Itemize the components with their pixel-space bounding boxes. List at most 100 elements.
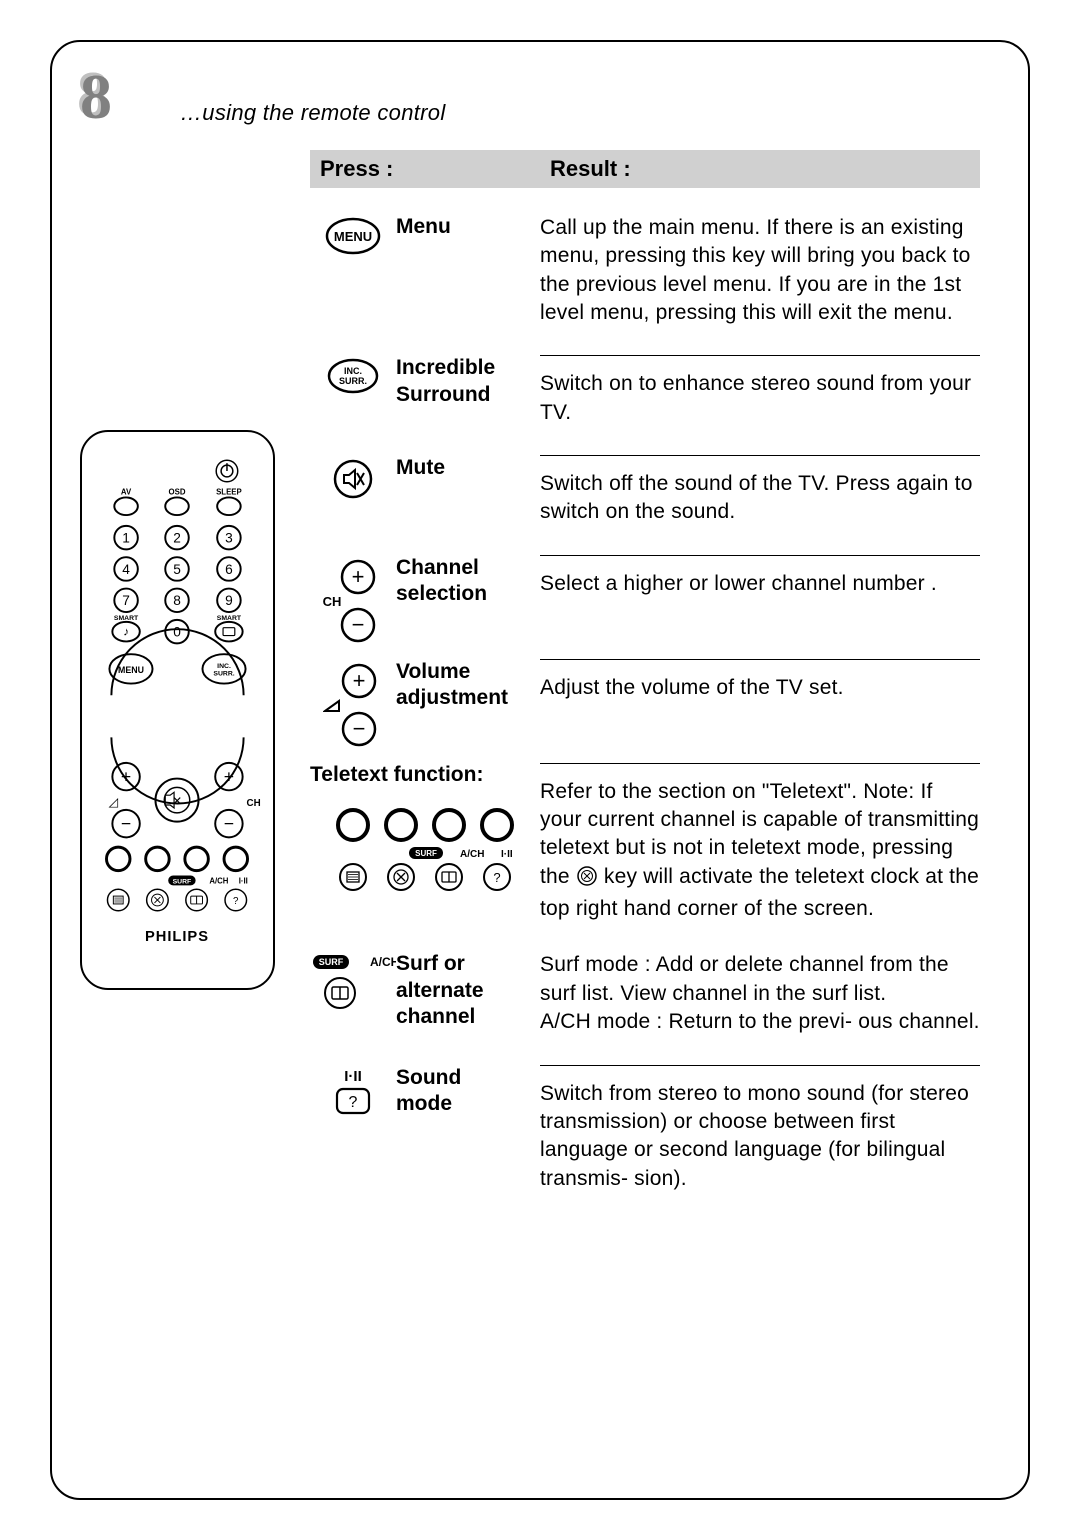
svg-text:I·II: I·II: [501, 849, 513, 860]
channel-label-l2: selection: [396, 582, 487, 605]
header-row: Press : Result :: [310, 150, 1000, 188]
svg-text:A/CH: A/CH: [460, 849, 484, 860]
surf-label-l3: channel: [396, 1005, 475, 1028]
svg-text:A/CH: A/CH: [370, 955, 396, 969]
svg-text:I·II: I·II: [344, 1068, 362, 1085]
row-menu: MENU Menu Call up the main menu. If ther…: [310, 200, 1000, 341]
teletext-title: Teletext function:: [310, 763, 540, 787]
surf-label-l1: Surf or: [396, 952, 465, 975]
row-channel: + − CH Channel selection Select a higher…: [310, 541, 1000, 645]
teletext-result-post: key will activate the teletext clock at …: [540, 865, 979, 920]
svg-text:I·II: I·II: [239, 876, 248, 885]
volume-label-l2: adjustment: [396, 686, 508, 709]
teletext-left: Teletext function: SURF A/CH I·II: [310, 763, 540, 900]
teletext-icons: SURF A/CH I·II ?: [310, 805, 540, 900]
surround-label: Incredible Surround: [396, 355, 540, 408]
svg-text:SURR.: SURR.: [213, 671, 234, 678]
svg-text:AV: AV: [121, 488, 132, 497]
sound-result: Switch from stereo to mono sound (for st…: [540, 1065, 980, 1207]
header-result: Result :: [540, 150, 980, 188]
svg-text:+: +: [121, 766, 131, 786]
volume-result: Adjust the volume of the TV set.: [540, 659, 980, 716]
svg-text:SURF: SURF: [319, 957, 344, 967]
volume-label: Volume adjustment: [396, 659, 540, 712]
svg-text:MENU: MENU: [334, 229, 372, 244]
teletext-result: Refer to the section on "Teletext". Note…: [540, 763, 980, 938]
svg-text:6: 6: [225, 562, 233, 577]
row-volume: + − Volume adjustment Adjust the volume …: [310, 645, 1000, 749]
channel-label-l1: Channel: [396, 556, 479, 579]
surf-button-icon: SURF A/CH: [310, 951, 396, 1013]
svg-text:MENU: MENU: [118, 665, 144, 675]
inc-surr-button-icon: INC. SURR.: [310, 355, 396, 395]
svg-text:SURF: SURF: [173, 878, 192, 885]
remote-svg: AV OSD SLEEP 1 2 3 4 5 6 7 8 9 SMART ♪ 0…: [82, 432, 273, 988]
sound-button-icon: I·II ?: [310, 1065, 396, 1123]
svg-text:SMART: SMART: [114, 615, 139, 622]
channel-label: Channel selection: [396, 555, 540, 608]
row-surround: INC. SURR. Incredible Surround Switch on…: [310, 341, 1000, 441]
teletext-clock-icon: [576, 865, 598, 895]
remote-illustration: AV OSD SLEEP 1 2 3 4 5 6 7 8 9 SMART ♪ 0…: [80, 430, 275, 990]
surround-label-l2: Surround: [396, 383, 491, 406]
svg-text:INC.: INC.: [344, 366, 362, 376]
svg-text:−: −: [121, 813, 131, 833]
svg-text:1: 1: [122, 531, 130, 546]
sound-label: Sound mode: [396, 1065, 540, 1118]
svg-text:PHILIPS: PHILIPS: [145, 929, 209, 945]
surf-label: Surf or alternate channel: [396, 951, 540, 1030]
surround-label-l1: Incredible: [396, 356, 495, 379]
svg-text:OSD: OSD: [169, 488, 186, 497]
svg-text:SMART: SMART: [217, 615, 242, 622]
row-mute: Mute Switch off the sound of the TV. Pre…: [310, 441, 1000, 541]
svg-text:SURF: SURF: [415, 849, 437, 858]
volume-label-l1: Volume: [396, 660, 470, 683]
menu-button-icon: MENU: [310, 214, 396, 256]
svg-text:4: 4: [122, 562, 130, 577]
channel-button-icon: + − CH: [310, 555, 396, 645]
svg-text:−: −: [224, 813, 234, 833]
svg-text:?: ?: [493, 870, 500, 885]
sound-label-l2: mode: [396, 1092, 452, 1115]
surround-result: Switch on to enhance stereo sound from y…: [540, 355, 980, 441]
svg-text:2: 2: [173, 531, 181, 546]
menu-result: Call up the main menu. If there is an ex…: [540, 214, 980, 341]
svg-text:+: +: [224, 766, 234, 786]
svg-text:A/CH: A/CH: [209, 876, 228, 885]
header-press: Press :: [310, 150, 540, 188]
svg-text:CH: CH: [323, 594, 342, 609]
page-number-front: 8: [80, 61, 112, 132]
svg-text:+: +: [353, 668, 366, 693]
sound-label-l1: Sound: [396, 1066, 461, 1089]
svg-text:CH: CH: [247, 798, 261, 809]
svg-text:+: +: [352, 564, 365, 589]
row-surf: SURF A/CH Surf or alternate channel Surf…: [310, 937, 1000, 1050]
row-sound: I·II ? Sound mode Switch from stereo to …: [310, 1051, 1000, 1207]
svg-text:SLEEP: SLEEP: [216, 488, 242, 497]
svg-text:7: 7: [122, 593, 130, 608]
mute-result: Switch off the sound of the TV. Press ag…: [540, 455, 980, 541]
svg-text:5: 5: [173, 562, 181, 577]
page-subtitle: …using the remote control: [180, 100, 446, 126]
svg-text:?: ?: [349, 1094, 358, 1111]
channel-result: Select a higher or lower channel number …: [540, 555, 980, 612]
svg-text:INC.: INC.: [217, 663, 231, 670]
svg-text:3: 3: [225, 531, 233, 546]
surf-result: Surf mode : Add or delete channel from t…: [540, 951, 980, 1050]
svg-text:−: −: [353, 716, 366, 741]
surf-label-l2: alternate: [396, 979, 484, 1002]
svg-text:9: 9: [225, 593, 233, 608]
svg-text:8: 8: [173, 593, 181, 608]
svg-text:◿: ◿: [108, 794, 118, 809]
svg-text:?: ?: [233, 896, 239, 907]
row-teletext: Teletext function: SURF A/CH I·II: [310, 749, 1000, 938]
svg-text:−: −: [352, 612, 365, 637]
svg-text:SURR.: SURR.: [339, 376, 367, 386]
svg-text:0: 0: [173, 625, 181, 640]
mute-label: Mute: [396, 455, 540, 481]
volume-button-icon: + −: [310, 659, 396, 749]
page-number: 8 8: [80, 60, 112, 134]
content-table: Press : Result : MENU Menu Call up the m…: [310, 150, 1000, 1207]
menu-label: Menu: [396, 214, 540, 240]
mute-button-icon: [310, 455, 396, 501]
